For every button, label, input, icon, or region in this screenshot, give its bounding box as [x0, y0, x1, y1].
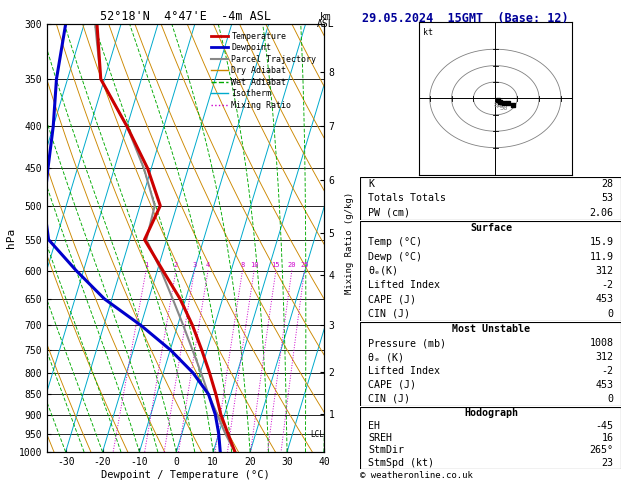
- Title: 52°18'N  4°47'E  -4m ASL: 52°18'N 4°47'E -4m ASL: [100, 10, 271, 23]
- Text: 15.9: 15.9: [589, 238, 614, 247]
- Text: 85: 85: [493, 102, 502, 107]
- Text: -45: -45: [596, 421, 614, 431]
- Text: CIN (J): CIN (J): [368, 309, 410, 319]
- Text: 23: 23: [601, 458, 614, 468]
- Text: 4: 4: [206, 262, 210, 268]
- Text: 50: 50: [499, 105, 508, 111]
- Text: Totals Totals: Totals Totals: [368, 193, 446, 203]
- Text: Dewp (°C): Dewp (°C): [368, 252, 422, 262]
- FancyBboxPatch shape: [360, 322, 621, 406]
- Text: Temp (°C): Temp (°C): [368, 238, 422, 247]
- Text: 312: 312: [596, 352, 614, 362]
- Text: © weatheronline.co.uk: © weatheronline.co.uk: [360, 471, 473, 480]
- Text: 312: 312: [596, 266, 614, 276]
- Text: 20: 20: [287, 262, 296, 268]
- Text: Lifted Index: Lifted Index: [368, 280, 440, 290]
- Text: 16: 16: [601, 433, 614, 443]
- Text: Most Unstable: Most Unstable: [452, 324, 530, 334]
- Text: -2: -2: [601, 280, 614, 290]
- Text: 453: 453: [596, 380, 614, 390]
- FancyBboxPatch shape: [360, 407, 621, 469]
- Text: 25: 25: [300, 262, 309, 268]
- Text: 8: 8: [240, 262, 245, 268]
- Text: Surface: Surface: [470, 223, 512, 233]
- Text: StmSpd (kt): StmSpd (kt): [368, 458, 434, 468]
- Text: EH: EH: [368, 421, 381, 431]
- X-axis label: Dewpoint / Temperature (°C): Dewpoint / Temperature (°C): [101, 469, 270, 480]
- Text: SREH: SREH: [368, 433, 392, 443]
- Text: θₑ (K): θₑ (K): [368, 352, 404, 362]
- Text: 2: 2: [174, 262, 178, 268]
- Text: -2: -2: [601, 366, 614, 376]
- Text: 453: 453: [596, 295, 614, 304]
- Text: LCL: LCL: [310, 431, 324, 439]
- Text: 2.06: 2.06: [589, 208, 614, 218]
- Text: 265°: 265°: [589, 446, 614, 455]
- Text: 0: 0: [608, 309, 614, 319]
- Text: 0: 0: [608, 394, 614, 404]
- Y-axis label: hPa: hPa: [6, 228, 16, 248]
- Text: kt: kt: [423, 28, 433, 37]
- Text: 29.05.2024  15GMT  (Base: 12): 29.05.2024 15GMT (Base: 12): [362, 12, 568, 25]
- Text: CAPE (J): CAPE (J): [368, 380, 416, 390]
- Text: 11.9: 11.9: [589, 252, 614, 262]
- Text: 53: 53: [601, 193, 614, 203]
- FancyBboxPatch shape: [360, 177, 621, 220]
- Text: PW (cm): PW (cm): [368, 208, 410, 218]
- FancyBboxPatch shape: [360, 221, 621, 321]
- Text: Lifted Index: Lifted Index: [368, 366, 440, 376]
- Text: CAPE (J): CAPE (J): [368, 295, 416, 304]
- Text: Mixing Ratio (g/kg): Mixing Ratio (g/kg): [345, 192, 353, 294]
- Text: km: km: [320, 12, 331, 22]
- Text: 15: 15: [272, 262, 280, 268]
- Text: 3: 3: [192, 262, 196, 268]
- Text: CIN (J): CIN (J): [368, 394, 410, 404]
- Text: 28: 28: [601, 179, 614, 189]
- Text: θₑ(K): θₑ(K): [368, 266, 398, 276]
- Text: K: K: [368, 179, 374, 189]
- Text: Pressure (mb): Pressure (mb): [368, 338, 446, 348]
- Text: Hodograph: Hodograph: [464, 408, 518, 418]
- Text: StmDir: StmDir: [368, 446, 404, 455]
- Legend: Temperature, Dewpoint, Parcel Trajectory, Dry Adiabat, Wet Adiabat, Isotherm, Mi: Temperature, Dewpoint, Parcel Trajectory…: [208, 29, 320, 113]
- Text: 1008: 1008: [589, 338, 614, 348]
- Text: 1: 1: [144, 262, 148, 268]
- Text: 70: 70: [496, 103, 504, 109]
- Text: 10: 10: [250, 262, 259, 268]
- Text: ASL: ASL: [317, 19, 335, 30]
